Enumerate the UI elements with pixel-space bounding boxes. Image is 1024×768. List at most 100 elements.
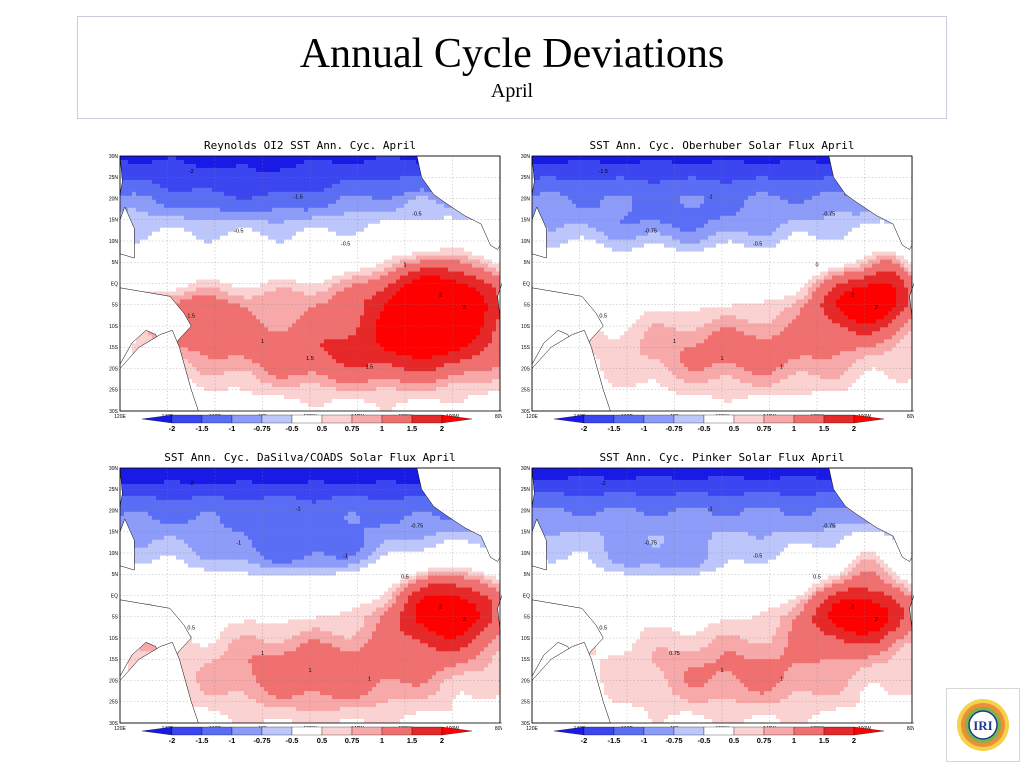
colorbar-segment <box>201 414 233 424</box>
colorbar-segment <box>261 726 293 736</box>
y-tick-label: 30S <box>109 409 119 415</box>
contour-label: 0.5 <box>187 626 195 632</box>
colorbar-segment <box>351 726 383 736</box>
colorbar: -2 -1.5 -1 -0.75 -0.5 0.5 0.75 1 1.5 2 <box>553 726 885 745</box>
y-tick-label: 15N <box>109 218 119 224</box>
y-tick-label: 30S <box>521 721 531 727</box>
colorbar-label: -1.5 <box>608 424 621 433</box>
colorbar-label: 1 <box>792 736 796 745</box>
colorbar-label: 1 <box>380 736 384 745</box>
y-tick-label: 5N <box>524 260 531 266</box>
map-title: SST Ann. Cyc. Pinker Solar Flux April <box>599 451 844 464</box>
contour-label: 0.5 <box>813 575 821 581</box>
x-tick-label: 120E <box>114 726 126 732</box>
colorbar-segment <box>613 414 645 424</box>
y-tick-label: 5N <box>112 572 119 578</box>
contour-label: -0.75 <box>411 524 424 530</box>
colorbar-label: 0.75 <box>757 424 772 433</box>
colorbar-segment <box>823 414 855 424</box>
map-svg: SST Ann. Cyc. DaSilva/COADS Solar Flux A… <box>109 451 502 745</box>
colorbar-label: -0.5 <box>286 736 299 745</box>
colorbar: -2 -1.5 -1 -0.75 -0.5 0.5 0.75 1 1.5 2 <box>553 414 885 433</box>
map-panel-pinker: SST Ann. Cyc. Pinker Solar Flux April -2 -… <box>512 446 914 746</box>
contour-label: 2 <box>439 292 442 298</box>
colorbar: -2 -1.5 -1 -0.75 -0.5 0.5 0.75 1 1.5 2 <box>141 726 473 745</box>
map-panel-dasilva: SST Ann. Cyc. DaSilva/COADS Solar Flux A… <box>100 446 502 746</box>
colorbar-label: 0.75 <box>345 424 360 433</box>
x-tick-label: 80W <box>907 414 914 420</box>
contour-label: -1.5 <box>293 195 302 201</box>
colorbar-segment <box>291 414 323 424</box>
contour-label: 2 <box>463 617 466 623</box>
contour-label: 1.5 <box>306 356 314 362</box>
contour-label: -0.5 <box>412 212 421 218</box>
map-panel-reynolds: Reynolds OI2 SST Ann. Cyc. April -2 -1.5 -0… <box>100 134 502 434</box>
contour-label: -1 <box>236 541 241 547</box>
contour-label: 1 <box>673 339 676 345</box>
map-frame <box>119 155 501 412</box>
colorbar-segment <box>351 414 383 424</box>
colorbar-segment <box>763 414 795 424</box>
y-tick-label: 10S <box>109 324 119 330</box>
y-tick-label: 25N <box>521 175 531 181</box>
colorbar-segment <box>441 726 473 736</box>
map-title: Reynolds OI2 SST Ann. Cyc. April <box>204 139 416 152</box>
colorbar-segment <box>643 414 675 424</box>
contour-label: -0.5 <box>753 553 762 559</box>
y-tick-label: 25S <box>521 388 531 394</box>
colorbar-label: 2 <box>440 424 444 433</box>
x-tick-label: 80W <box>495 414 502 420</box>
y-tick-label: 15S <box>521 345 531 351</box>
colorbar-label: -0.75 <box>253 424 270 433</box>
colorbar-label: 0.5 <box>729 424 739 433</box>
contour-label: 0.5 <box>599 626 607 632</box>
x-tick-label: 80W <box>495 726 502 732</box>
contour-label: 1 <box>368 677 371 683</box>
contour-label: -1 <box>708 195 713 201</box>
map-frame <box>531 467 913 724</box>
colorbar-segment <box>643 726 675 736</box>
colorbar-label: -2 <box>581 736 588 745</box>
colorbar-segment <box>291 726 323 736</box>
y-tick-label: 15N <box>109 530 119 536</box>
colorbar-segment <box>411 414 443 424</box>
contour-labels: -2 -1 -0.75 -0.5 0.5 2 2 0.75 1 0.5 1 -0.75 <box>599 481 877 683</box>
x-tick-label: 80W <box>907 726 914 732</box>
contour-label: 1 <box>308 668 311 674</box>
y-tick-label: 20N <box>109 508 119 514</box>
colorbar-segment <box>553 726 585 736</box>
page-title: Annual Cycle Deviations <box>78 31 946 77</box>
colorbar-label: -1 <box>229 736 236 745</box>
y-tick-label: 5N <box>112 260 119 266</box>
colorbar-label: -1 <box>229 424 236 433</box>
colorbar-segment <box>703 726 735 736</box>
contour-label: -0.75 <box>644 541 657 547</box>
x-tick-label: 120E <box>526 414 538 420</box>
contour-label: 2 <box>851 604 854 610</box>
map-title: SST Ann. Cyc. Oberhuber Solar Flux April <box>590 139 855 152</box>
map-svg: SST Ann. Cyc. Oberhuber Solar Flux April… <box>521 139 914 433</box>
colorbar-segment <box>231 726 263 736</box>
map-field <box>532 156 913 412</box>
colorbar-label: 0.75 <box>757 736 772 745</box>
colorbar-segment <box>231 414 263 424</box>
map-frame <box>531 155 913 412</box>
y-tick-label: 5S <box>112 303 119 309</box>
colorbar-segment <box>673 726 705 736</box>
y-tick-label: 25S <box>521 700 531 706</box>
contour-label: 2 <box>463 305 466 311</box>
y-tick-label: 15N <box>521 530 531 536</box>
colorbar-segment <box>673 414 705 424</box>
iri-logo-graphic: IRI <box>957 699 1009 751</box>
y-tick-label: 20N <box>521 196 531 202</box>
colorbar-segment <box>411 726 443 736</box>
colorbar-label: 1 <box>792 424 796 433</box>
colorbar-segment <box>733 414 765 424</box>
colorbar-label: 1.5 <box>819 736 829 745</box>
contour-label: 1 <box>261 651 264 657</box>
colorbar-segment <box>853 726 885 736</box>
contour-label: 0.5 <box>599 314 607 320</box>
colorbar-label: 1 <box>380 424 384 433</box>
contour-label: -1 <box>296 507 301 513</box>
y-tick-label: 25N <box>109 175 119 181</box>
